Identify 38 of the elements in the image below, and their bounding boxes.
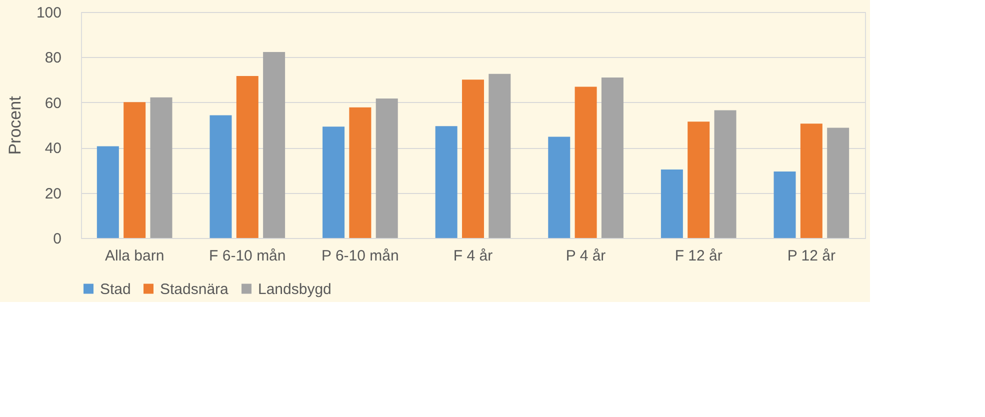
- legend-label: Landsbygd: [258, 280, 332, 298]
- y-tick-label: 20: [44, 185, 62, 202]
- bar: [322, 126, 345, 238]
- x-tick-label: P 12 år: [787, 248, 836, 264]
- bar: [210, 115, 232, 238]
- bar: [548, 136, 570, 238]
- bar: [376, 98, 398, 238]
- bar: [688, 122, 710, 238]
- legend-label: Stadsnära: [160, 280, 230, 298]
- bar: [774, 172, 796, 238]
- bar: [601, 78, 624, 238]
- bar: [827, 128, 850, 238]
- bar: [660, 170, 683, 238]
- legend-label: Stad: [100, 280, 131, 298]
- x-tick-label: Alla barn: [104, 248, 164, 264]
- bar: [462, 80, 484, 238]
- y-tick-label: 100: [36, 4, 62, 22]
- y-tick-label: 0: [53, 230, 62, 248]
- bar: [435, 126, 458, 238]
- x-tick-label: P 6-10 mån: [322, 248, 399, 264]
- bar: [488, 74, 511, 238]
- bar: [263, 52, 286, 238]
- y-tick-label: 40: [44, 140, 62, 158]
- bar: [96, 146, 119, 238]
- y-tick-label: 80: [44, 50, 62, 67]
- x-tick-label: F 4 år: [453, 248, 493, 264]
- bar: [150, 97, 172, 238]
- bar: [800, 124, 822, 238]
- x-tick-label: P 4 år: [566, 248, 606, 264]
- y-axis-title: Procent: [5, 96, 24, 155]
- x-tick-label: F 12 år: [674, 248, 722, 264]
- bar: [236, 76, 258, 238]
- bar: [714, 110, 736, 238]
- bar: [574, 86, 597, 238]
- x-tick-label: F 6-10 mån: [209, 248, 286, 264]
- bar: [349, 107, 372, 238]
- bar: [124, 102, 146, 238]
- y-tick-label: 60: [44, 94, 62, 112]
